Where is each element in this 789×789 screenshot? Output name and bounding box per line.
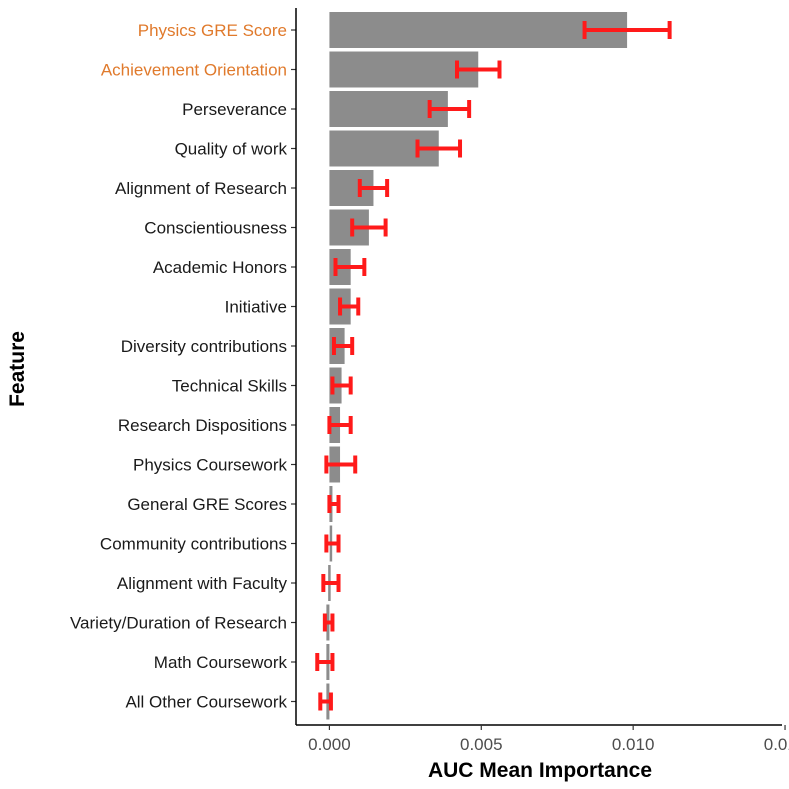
y-tick-label: Conscientiousness: [144, 219, 287, 238]
axes-layer: [291, 8, 786, 730]
error-bar: [582, 21, 672, 39]
error-bar: [327, 416, 353, 434]
y-tick-label: General GRE Scores: [127, 495, 287, 514]
y-tick-label: Research Dispositions: [118, 416, 287, 435]
y-tick-label: Technical Skills: [172, 377, 287, 396]
error-bar: [327, 495, 341, 513]
error-bar: [331, 337, 355, 355]
bars-layer: [326, 12, 628, 720]
y-tick-label: Math Coursework: [154, 653, 288, 672]
bar: [329, 12, 628, 48]
y-tick-label: Perseverance: [182, 100, 287, 119]
x-tick-label: 0.015: [764, 735, 789, 754]
x-tick-label: 0.010: [612, 735, 655, 754]
y-tick-label: Achievement Orientation: [101, 61, 287, 80]
error-bar: [338, 297, 361, 316]
error-bar: [415, 139, 463, 158]
error-bar: [350, 218, 388, 237]
error-bar: [315, 653, 335, 671]
error-bar: [322, 613, 335, 632]
error-bar: [330, 376, 353, 395]
y-tick-label: Quality of work: [175, 140, 288, 159]
error-bar: [454, 60, 502, 79]
error-bar: [318, 692, 333, 711]
x-tick-label: 0.000: [308, 735, 351, 754]
y-tick-label: Variety/Duration of Research: [70, 614, 287, 633]
y-tick-label: Community contributions: [100, 535, 287, 554]
x-axis-title: AUC Mean Importance: [428, 759, 652, 782]
y-tick-label: Academic Honors: [153, 258, 287, 277]
x-tick-label: 0.005: [460, 735, 503, 754]
error-bar: [357, 179, 390, 197]
error-bar: [427, 100, 472, 118]
error-bar: [324, 534, 341, 553]
y-tick-label: Alignment with Faculty: [117, 574, 288, 593]
error-bar: [324, 455, 358, 474]
y-tick-label: Diversity contributions: [121, 337, 287, 356]
y-tick-label: Physics GRE Score: [138, 21, 287, 40]
error-bar: [333, 258, 367, 276]
y-tick-label: Physics Coursework: [133, 456, 287, 475]
labels-layer: Physics GRE Score Achievement Orientation…: [70, 21, 789, 754]
y-tick-label: Initiative: [225, 298, 287, 317]
error-bar: [321, 574, 341, 592]
y-axis-title: Feature: [6, 331, 29, 407]
bar: [329, 51, 479, 88]
y-tick-label: All Other Coursework: [125, 693, 287, 712]
error-bars-layer: [315, 21, 672, 711]
y-tick-label: Alignment of Research: [115, 179, 287, 198]
